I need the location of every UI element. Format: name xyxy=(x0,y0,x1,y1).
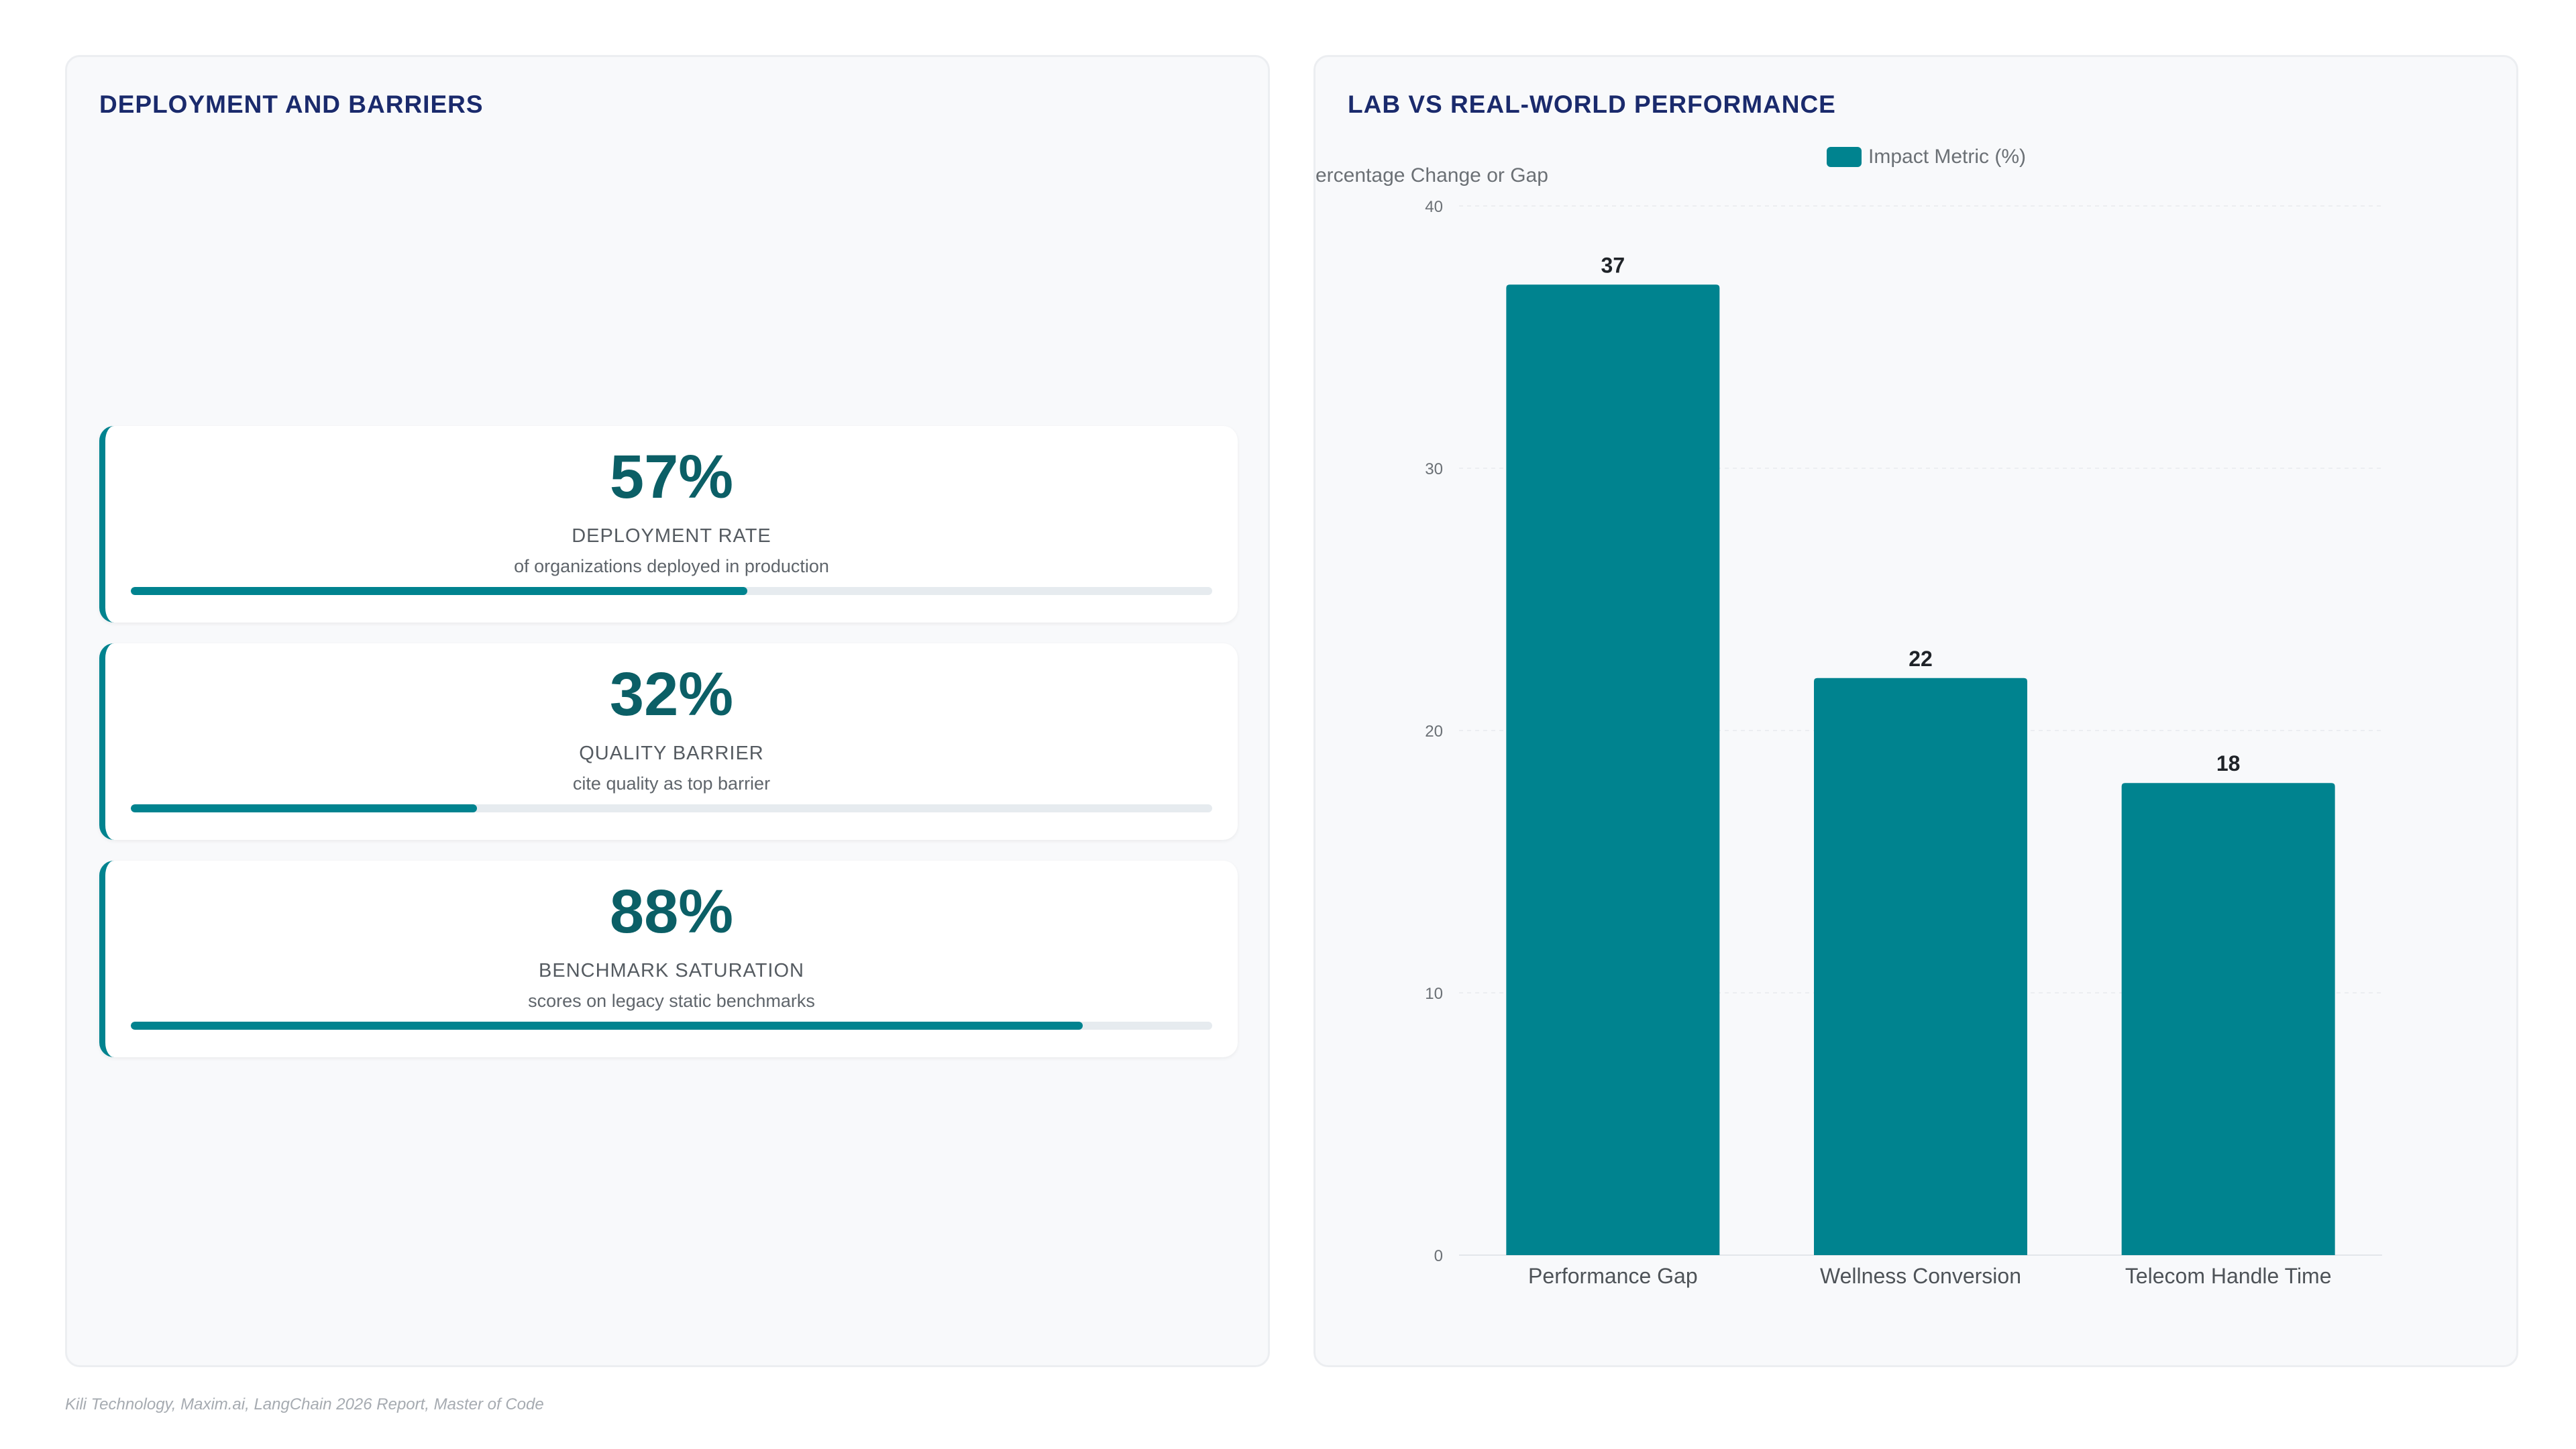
x-tick-label: Telecom Handle Time xyxy=(2125,1264,2332,1288)
bar-value-label: 22 xyxy=(1909,647,1933,671)
progress-track xyxy=(131,1022,1212,1030)
kpi-value: 32% xyxy=(609,660,734,729)
source-note: Kili Technology, Maxim.ai, LangChain 202… xyxy=(65,1395,544,1413)
kpi-card-benchmark-saturation: 88% BENCHMARK SATURATION scores on legac… xyxy=(99,861,1238,1057)
kpi-card-quality-barrier: 32% QUALITY BARRIER cite quality as top … xyxy=(99,643,1238,840)
kpi-value: 57% xyxy=(609,443,734,511)
kpi-card-deployment-rate: 57% DEPLOYMENT RATE of organizations dep… xyxy=(99,426,1238,623)
kpi-label: QUALITY BARRIER xyxy=(579,743,764,764)
kpi-label: BENCHMARK SATURATION xyxy=(539,960,804,981)
bar xyxy=(2121,783,2335,1255)
bar xyxy=(1506,284,1720,1255)
kpi-value: 88% xyxy=(609,877,734,946)
bar-chart: 0 10 20 30 40 ercentage Change or Gap Impact M… xyxy=(1316,146,2382,1288)
y-tick-label: 0 xyxy=(1434,1247,1443,1265)
progress-fill xyxy=(131,804,477,812)
bar-value-label: 18 xyxy=(2216,751,2241,775)
kpi-label: DEPLOYMENT RATE xyxy=(572,525,771,547)
legend-swatch xyxy=(1827,147,1862,167)
y-tick-label: 40 xyxy=(1425,198,1443,216)
progress-fill xyxy=(131,1022,1083,1030)
deployment-panel: DEPLOYMENT AND BARRIERS 57% DEPLOYMENT R… xyxy=(65,55,1270,1367)
y-axis-title: ercentage Change or Gap xyxy=(1316,164,1548,186)
y-tick-label: 20 xyxy=(1425,722,1443,741)
x-tick-label: Performance Gap xyxy=(1528,1264,1698,1288)
panel-title: LAB VS REAL-WORLD PERFORMANCE xyxy=(1348,91,1836,118)
y-tick-label: 30 xyxy=(1425,460,1443,478)
panel-title: DEPLOYMENT AND BARRIERS xyxy=(99,91,484,118)
progress-fill xyxy=(131,587,747,595)
performance-panel: LAB VS REAL-WORLD PERFORMANCE 0 10 20 30 40 e… xyxy=(1313,55,2518,1367)
x-tick-label: Wellness Conversion xyxy=(1820,1264,2021,1288)
bar-value-label: 37 xyxy=(1601,253,1625,277)
kpi-description: of organizations deployed in production xyxy=(514,556,829,576)
kpi-description: cite quality as top barrier xyxy=(572,773,771,794)
progress-track xyxy=(131,804,1212,812)
progress-track xyxy=(131,587,1212,595)
legend-label: Impact Metric (%) xyxy=(1868,146,2026,168)
kpi-description: scores on legacy static benchmarks xyxy=(528,991,815,1011)
y-tick-label: 10 xyxy=(1425,985,1443,1003)
bar xyxy=(1814,678,2027,1255)
